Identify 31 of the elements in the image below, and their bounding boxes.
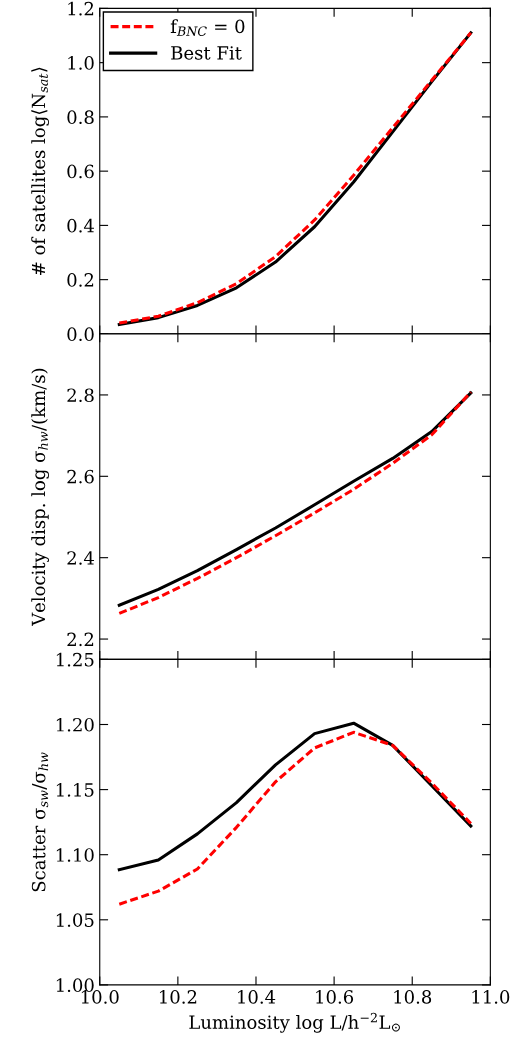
line-series	[117, 730, 473, 906]
y-tick-label: 1.05	[56, 913, 94, 927]
y-axis-title: Scatter σ$_{sw}$/σ$_{hw}$	[31, 752, 49, 892]
y-tick-label: 1.00	[56, 978, 94, 993]
x-tick-label: 11.0	[472, 990, 510, 1004]
x-tick-label: 10.8	[394, 990, 432, 1004]
y-tick-label: 0.2	[67, 273, 94, 287]
y-tick-label: 0.0	[67, 327, 94, 342]
y-tick-label: 2.2	[67, 632, 94, 647]
y-tick-label: 1.0	[68, 56, 94, 70]
x-tick-label: 10.2	[159, 990, 197, 1004]
y-tick-label: 1.15	[56, 783, 94, 797]
y-axis-title: Velocity disp. log σ$_{hw}$/(km/s)	[31, 368, 49, 627]
y-tick-label: 1.2	[68, 1, 94, 16]
y-tick-label: 0.6	[67, 164, 94, 179]
x-tick-label: 10.4	[238, 990, 276, 1004]
y-tick-label: 2.8	[67, 388, 94, 403]
y-tick-label: 0.4	[67, 218, 94, 233]
y-axis-title: # of satellites log⟨N$_{sat}$⟩	[31, 67, 49, 275]
x-tick-label: 10.0	[81, 990, 119, 1004]
y-tick-label: 0.8	[67, 110, 94, 125]
y-tick-label: 2.6	[67, 469, 94, 484]
x-tick-label: 10.6	[316, 990, 354, 1004]
y-tick-label: 1.25	[56, 652, 94, 667]
line-series	[117, 721, 473, 872]
y-tick-label: 1.10	[56, 848, 94, 862]
legend-label: Best Fit	[171, 46, 242, 60]
y-tick-label: 1.20	[56, 717, 94, 732]
x-axis-title: Luminosity log L/h$^{−2}$L$_{⊙}$	[189, 1012, 400, 1033]
y-tick-label: 2.4	[67, 551, 94, 565]
legend-label: f$_{BNC}$ = 0	[170, 19, 245, 36]
